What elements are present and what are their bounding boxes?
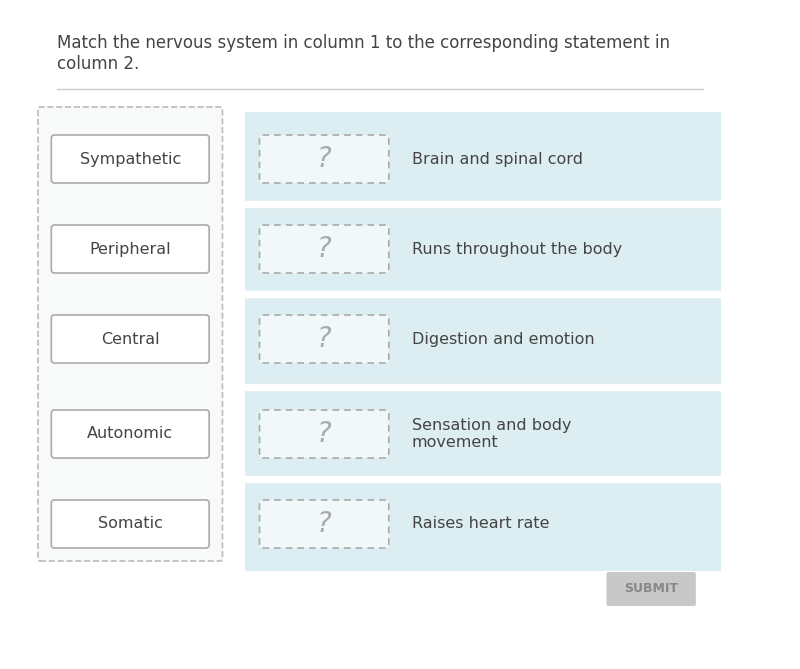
- Text: ?: ?: [317, 510, 331, 538]
- Text: ?: ?: [317, 325, 331, 353]
- FancyBboxPatch shape: [246, 202, 721, 296]
- FancyBboxPatch shape: [51, 225, 209, 273]
- Text: Match the nervous system in column 1 to the corresponding statement in
column 2.: Match the nervous system in column 1 to …: [57, 34, 670, 73]
- FancyBboxPatch shape: [246, 112, 721, 206]
- FancyBboxPatch shape: [246, 387, 721, 481]
- FancyBboxPatch shape: [259, 225, 389, 273]
- FancyBboxPatch shape: [259, 135, 389, 183]
- Text: Somatic: Somatic: [98, 516, 162, 531]
- FancyBboxPatch shape: [51, 315, 209, 363]
- Text: ?: ?: [317, 420, 331, 448]
- FancyBboxPatch shape: [606, 572, 696, 606]
- Text: ?: ?: [317, 235, 331, 263]
- Text: Brain and spinal cord: Brain and spinal cord: [412, 151, 582, 167]
- Text: ?: ?: [317, 145, 331, 173]
- FancyBboxPatch shape: [246, 477, 721, 571]
- Text: Runs throughout the body: Runs throughout the body: [412, 242, 622, 256]
- Text: Sympathetic: Sympathetic: [80, 151, 181, 167]
- FancyBboxPatch shape: [38, 107, 222, 561]
- Text: Digestion and emotion: Digestion and emotion: [412, 332, 594, 347]
- FancyBboxPatch shape: [51, 500, 209, 548]
- Text: Autonomic: Autonomic: [87, 427, 174, 442]
- FancyBboxPatch shape: [259, 410, 389, 458]
- Text: Raises heart rate: Raises heart rate: [412, 516, 549, 531]
- FancyBboxPatch shape: [259, 315, 389, 363]
- Text: Central: Central: [101, 332, 159, 347]
- FancyBboxPatch shape: [51, 135, 209, 183]
- Text: Sensation and body
movement: Sensation and body movement: [412, 418, 571, 450]
- Text: SUBMIT: SUBMIT: [624, 583, 678, 595]
- FancyBboxPatch shape: [51, 410, 209, 458]
- FancyBboxPatch shape: [246, 292, 721, 386]
- FancyBboxPatch shape: [259, 500, 389, 548]
- Text: Peripheral: Peripheral: [90, 242, 171, 256]
